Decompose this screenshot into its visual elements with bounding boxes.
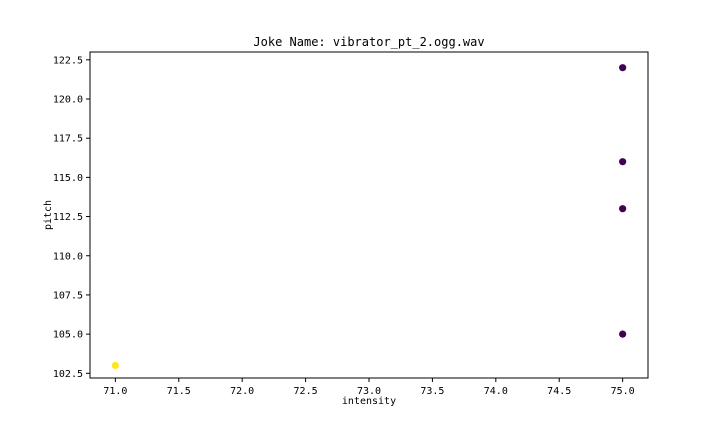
scatter-point (619, 205, 627, 213)
scatter-point (111, 361, 119, 370)
x-axis: 71.0 71.5 72.0 72.5 73.0 73.5 74.0 74.5 75.0 (103, 378, 635, 397)
y-tick-label: 115.0 (53, 173, 83, 184)
chart-title: Joke Name: vibrator_pt_2.ogg.wav (253, 35, 484, 49)
x-tick-label: 73.5 (420, 386, 444, 397)
y-tick-label: 102.5 (53, 369, 83, 380)
y-tick-label: 107.5 (53, 290, 83, 301)
y-axis: 102.5 105.0 107.5 110.0 112.5 115.0 117.5 120.0… (53, 55, 90, 380)
y-tick-label: 117.5 (53, 134, 83, 145)
y-tick-label: 120.0 (53, 95, 83, 106)
x-tick-label: 73.0 (357, 386, 381, 397)
x-tick-label: 74.0 (484, 386, 508, 397)
y-tick-label: 112.5 (53, 212, 83, 223)
scatter-point (619, 330, 627, 338)
x-tick-label: 72.0 (230, 386, 254, 397)
x-tick-label: 74.5 (547, 386, 571, 397)
scatter-point (619, 64, 627, 72)
x-tick-label: 71.0 (103, 386, 127, 397)
y-tick-label: 105.0 (53, 330, 83, 341)
data-points (111, 64, 627, 370)
y-tick-label: 122.5 (53, 55, 83, 66)
x-tick-label: 71.5 (167, 386, 191, 397)
x-axis-label: intensity (342, 396, 396, 407)
y-axis-label: pitch (43, 200, 54, 230)
plot-frame (89, 51, 649, 379)
x-tick-label: 72.5 (294, 386, 318, 397)
y-tick-label: 110.0 (53, 251, 83, 262)
x-tick-label: 75.0 (611, 386, 635, 397)
scatter-point (619, 158, 627, 166)
